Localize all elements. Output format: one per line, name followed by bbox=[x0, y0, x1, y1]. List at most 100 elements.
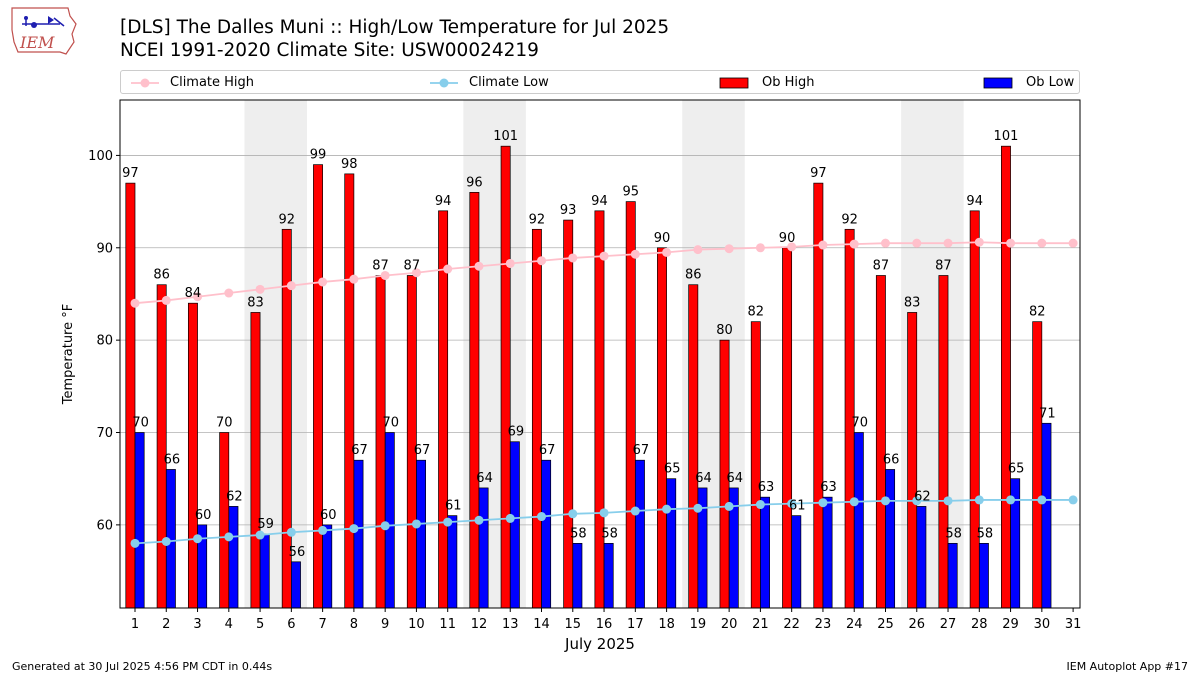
climate-low-point bbox=[349, 524, 359, 534]
climate-high-point bbox=[662, 247, 672, 257]
ob-high-bar bbox=[594, 210, 605, 609]
climate-high-point bbox=[193, 292, 203, 302]
x-tick-label-3: 3 bbox=[193, 617, 201, 632]
ob-low-label: 67 bbox=[539, 443, 556, 458]
climate-low-point bbox=[630, 506, 640, 516]
ob-high-label: 82 bbox=[748, 305, 765, 320]
ob-low-label: 66 bbox=[883, 452, 900, 467]
ob-high-bar bbox=[563, 219, 574, 609]
x-tick-label-29: 29 bbox=[1002, 617, 1019, 632]
ob-high-label: 97 bbox=[810, 166, 827, 181]
climate-low-point bbox=[130, 538, 140, 548]
ob-high-label: 101 bbox=[493, 129, 518, 144]
footer-app-text: IEM Autoplot App #17 bbox=[1066, 660, 1189, 673]
climate-low-point bbox=[912, 496, 922, 506]
legend-marker-climate-low bbox=[430, 78, 458, 88]
climate-high-point bbox=[724, 244, 734, 254]
ob-high-bar bbox=[187, 302, 198, 609]
ob-low-label: 58 bbox=[601, 526, 618, 541]
ob-low-label: 67 bbox=[414, 443, 431, 458]
climate-low-point bbox=[474, 515, 484, 525]
climate-low-point bbox=[443, 517, 453, 527]
climate-low-point bbox=[1006, 495, 1016, 505]
climate-high-point bbox=[349, 274, 359, 284]
climate-low-point bbox=[411, 519, 421, 529]
ob-low-bar bbox=[478, 487, 489, 609]
ob-high-bar bbox=[875, 275, 886, 609]
x-axis-label: July 2025 bbox=[564, 635, 635, 653]
climate-low-point bbox=[974, 495, 984, 505]
ob-low-bar bbox=[760, 496, 770, 609]
ob-high-label: 97 bbox=[122, 166, 139, 181]
ob-high-label: 82 bbox=[1029, 305, 1046, 320]
x-tick-label-18: 18 bbox=[658, 617, 675, 632]
ob-low-bar bbox=[322, 524, 333, 609]
ob-low-label: 64 bbox=[695, 471, 712, 486]
x-tick-label-13: 13 bbox=[502, 617, 519, 632]
ob-high-label: 93 bbox=[560, 203, 577, 218]
ob-low-label: 63 bbox=[820, 480, 837, 495]
ob-low-label: 70 bbox=[382, 416, 399, 431]
ob-high-label: 87 bbox=[935, 258, 952, 273]
x-tick-label-21: 21 bbox=[752, 617, 769, 632]
ob-high-bar bbox=[469, 192, 480, 609]
climate-high-point bbox=[943, 238, 953, 248]
chart-subtitle: NCEI 1991-2020 Climate Site: USW00024219 bbox=[120, 40, 539, 61]
ob-low-bar bbox=[603, 542, 614, 609]
climate-low-point bbox=[255, 530, 265, 540]
ob-low-label: 58 bbox=[977, 526, 994, 541]
ob-high-label: 87 bbox=[404, 258, 421, 273]
ob-low-bar bbox=[416, 459, 426, 609]
ob-high-label: 86 bbox=[685, 268, 702, 283]
climate-low-point bbox=[849, 497, 859, 507]
ob-high-label: 99 bbox=[310, 148, 327, 163]
ob-low-label: 65 bbox=[1008, 462, 1025, 477]
x-tick-label-30: 30 bbox=[1034, 617, 1051, 632]
climate-low-point bbox=[224, 532, 234, 542]
ob-high-bar bbox=[625, 201, 636, 609]
climate-low-point bbox=[1068, 495, 1078, 505]
legend: Climate High Climate Low Ob High Ob Low bbox=[120, 70, 1080, 94]
ob-high-bar bbox=[750, 321, 761, 609]
ob-low-bar bbox=[509, 441, 520, 609]
climate-high-point bbox=[1006, 238, 1016, 248]
climate-high-point bbox=[599, 251, 609, 261]
climate-low-point bbox=[755, 500, 765, 510]
footer-generated-text: Generated at 30 Jul 2025 4:56 PM CDT in … bbox=[12, 660, 273, 673]
ob-low-label: 60 bbox=[320, 508, 337, 523]
climate-high-point bbox=[443, 264, 453, 274]
climate-high-point bbox=[411, 268, 421, 278]
ob-low-bar bbox=[885, 469, 896, 609]
ob-low-label: 65 bbox=[664, 462, 681, 477]
x-tick-label-15: 15 bbox=[565, 617, 582, 632]
ob-high-label: 96 bbox=[466, 175, 483, 190]
x-tick-label-11: 11 bbox=[439, 617, 456, 632]
climate-low-point bbox=[318, 525, 328, 535]
ob-low-bar bbox=[572, 542, 583, 609]
ob-high-label: 95 bbox=[622, 185, 639, 200]
ob-low-label: 67 bbox=[351, 443, 368, 458]
ob-high-bar bbox=[313, 164, 323, 609]
climate-low-point bbox=[880, 496, 890, 506]
climate-high-point bbox=[1068, 238, 1078, 248]
climate-high-point bbox=[318, 277, 328, 287]
ob-high-label: 87 bbox=[372, 258, 389, 273]
ob-high-label: 87 bbox=[873, 258, 890, 273]
ob-high-label: 101 bbox=[994, 129, 1019, 144]
ob-low-label: 67 bbox=[633, 443, 650, 458]
ob-high-bar bbox=[1032, 321, 1043, 609]
ob-high-label: 83 bbox=[247, 295, 264, 310]
climate-low-point bbox=[693, 503, 703, 513]
x-tick-label-22: 22 bbox=[783, 617, 800, 632]
climate-low-point bbox=[1037, 495, 1047, 505]
ob-high-bar bbox=[219, 432, 230, 609]
ob-high-bar bbox=[907, 312, 918, 609]
climate-low-point bbox=[161, 536, 171, 546]
ob-high-label: 70 bbox=[216, 416, 233, 431]
climate-low-point bbox=[818, 498, 828, 508]
climate-high-point bbox=[974, 237, 984, 247]
ob-low-bar bbox=[134, 432, 145, 609]
legend-label-climate-low: Climate Low bbox=[469, 75, 549, 90]
ob-low-bar bbox=[947, 542, 958, 609]
